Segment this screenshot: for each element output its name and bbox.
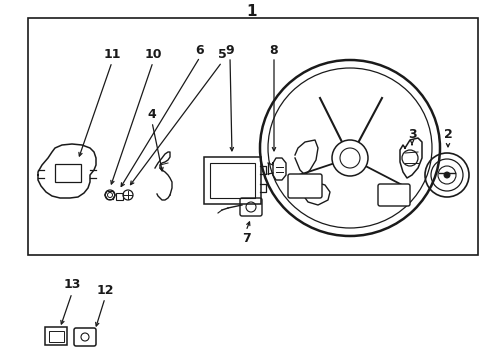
Text: 11: 11 <box>103 49 121 62</box>
Text: 2: 2 <box>443 129 452 141</box>
Text: 6: 6 <box>196 44 204 57</box>
FancyBboxPatch shape <box>288 174 322 198</box>
Text: 10: 10 <box>144 49 162 62</box>
Circle shape <box>444 172 450 178</box>
Text: 9: 9 <box>226 44 234 57</box>
Text: 13: 13 <box>63 279 81 292</box>
FancyBboxPatch shape <box>378 184 410 206</box>
Text: 5: 5 <box>218 49 226 62</box>
Text: 7: 7 <box>242 231 250 244</box>
Text: 1: 1 <box>247 4 257 19</box>
Text: 8: 8 <box>270 44 278 57</box>
Text: 4: 4 <box>147 108 156 122</box>
Text: 3: 3 <box>408 129 416 141</box>
Text: 12: 12 <box>96 284 114 297</box>
Circle shape <box>332 140 368 176</box>
Bar <box>28 18 478 255</box>
